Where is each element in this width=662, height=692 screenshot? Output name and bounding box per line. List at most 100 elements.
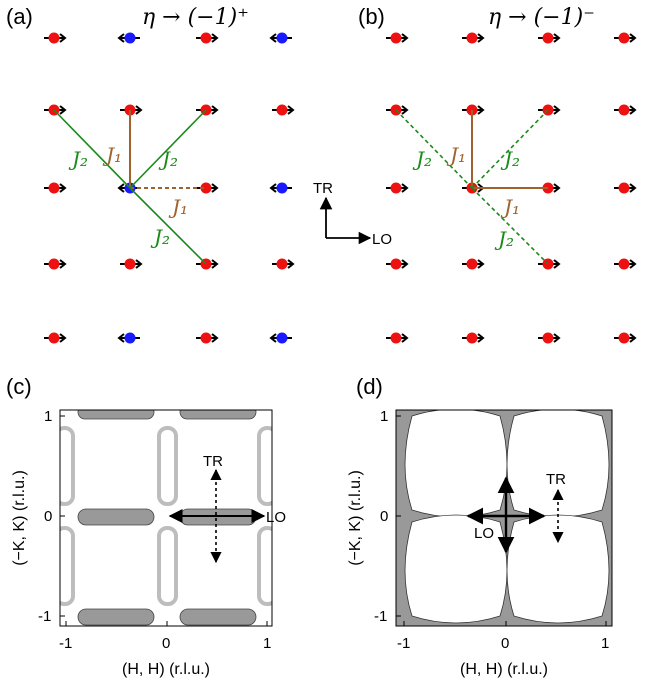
spin-site-b-0-1 <box>462 32 485 44</box>
lo-label-c: LO <box>266 509 286 526</box>
j2-label-a-1: J₂ <box>68 147 88 171</box>
j1-label-b-1: J₁ <box>446 143 466 167</box>
spin-site-b-2-3 <box>614 182 637 194</box>
spin-site-a-0-0 <box>44 32 67 44</box>
j1-label-a-2: J₁ <box>168 195 188 219</box>
lobe-d-2 <box>506 410 610 518</box>
plot-d-content <box>396 410 612 626</box>
d-xtick-neg1: -1 <box>397 635 410 652</box>
spin-site-a-0-3 <box>269 32 292 44</box>
d-ytick-neg1: -1 <box>374 608 387 625</box>
ring-c-2 <box>60 526 75 606</box>
spin-site-a-1-2 <box>196 104 219 116</box>
spin-site-b-3-1 <box>462 258 485 270</box>
spin-site-a-3-2 <box>196 258 219 270</box>
panel-a-label: (a) <box>6 4 33 29</box>
spin-site-a-2-2 <box>196 182 219 194</box>
ring-c-6 <box>257 526 272 606</box>
spin-site-a-4-3 <box>269 332 292 344</box>
c-ytick-0: 0 <box>44 508 52 525</box>
lobe-d-4 <box>506 514 610 624</box>
spin-site-b-0-3 <box>614 32 637 44</box>
ring-c-5 <box>257 426 272 506</box>
d-ytick-0: 0 <box>380 508 388 525</box>
j2-label-a-2: J₂ <box>158 147 178 171</box>
spin-site-b-0-2 <box>538 32 561 44</box>
spin-site-a-0-1 <box>117 32 140 44</box>
spin-site-b-1-3 <box>614 104 637 116</box>
tr-label: TR <box>313 180 333 197</box>
tr-label-c: TR <box>203 453 223 470</box>
c-ytick-neg1: -1 <box>38 608 51 625</box>
spin-site-a-3-0 <box>44 258 67 270</box>
spin-site-a-4-0 <box>44 332 67 344</box>
ring-c-3 <box>157 426 178 506</box>
spin-site-b-0-0 <box>386 32 409 44</box>
spin-site-a-3-1 <box>120 258 143 270</box>
plot-d-frame <box>395 409 613 627</box>
panel-d-label: (d) <box>356 374 383 399</box>
spin-site-b-4-2 <box>538 332 561 344</box>
j2-bond-a-2 <box>129 109 207 189</box>
spin-site-b-4-3 <box>614 332 637 344</box>
spin-site-b-4-1 <box>462 332 485 344</box>
plot-c: TR LO -1 0 1 1 0 -1 (H, H) (r.l.u.) (−K,… <box>11 408 286 678</box>
d-xtick-1: 1 <box>601 635 609 652</box>
lobe-d-1 <box>404 410 508 518</box>
j2-label-b-2: J₂ <box>500 147 520 171</box>
spin-site-a-4-2 <box>196 332 219 344</box>
d-xtick-0: 0 <box>501 635 509 652</box>
panel-b-title: η → (−1)⁻ <box>488 5 595 30</box>
d-xlabel: (H, H) (r.l.u.) <box>460 661 548 678</box>
lo-label-d: LO <box>474 525 494 542</box>
spin-site-b-3-2 <box>538 258 561 270</box>
pocket-c-3 <box>77 508 155 526</box>
plot-d: TR LO -1 0 1 1 0 -1 (H, H) (r.l.u.) (−K,… <box>347 408 613 678</box>
spin-site-a-0-2 <box>196 32 219 44</box>
pocket-c-1 <box>77 410 155 420</box>
bonds-b <box>395 109 549 265</box>
spin-site-a-1-3 <box>272 104 295 116</box>
j2-bond-b-3 <box>471 187 549 265</box>
tr-label-d: TR <box>546 471 566 488</box>
panel-c-label: (c) <box>6 374 32 399</box>
plot-c-frame <box>59 409 273 627</box>
c-ytick-1: 1 <box>44 408 52 425</box>
spin-site-b-2-0 <box>386 182 409 194</box>
ring-c-1 <box>60 426 75 506</box>
j1-label-a-1: J₁ <box>102 143 122 167</box>
lattice-a <box>44 32 295 344</box>
spin-site-b-3-3 <box>614 258 637 270</box>
lattice-b <box>386 32 637 344</box>
panel-a-title: η → (−1)⁺ <box>142 5 249 30</box>
spin-site-b-4-0 <box>386 332 409 344</box>
ring-c-4 <box>157 526 178 606</box>
panel-b-label: (b) <box>358 4 385 29</box>
j2-label-b-3: J₂ <box>494 227 514 251</box>
j2-label-b-1: J₂ <box>412 147 432 171</box>
c-ylabel: (−K, K) (r.l.u.) <box>11 470 28 566</box>
lo-label: LO <box>372 231 392 248</box>
j2-label-a-3: J₂ <box>150 225 170 249</box>
c-xtick-neg1: -1 <box>59 635 72 652</box>
j1-label-b-2: J₁ <box>500 195 520 219</box>
pocket-c-6 <box>179 608 257 626</box>
d-ytick-1: 1 <box>380 408 388 425</box>
spin-site-b-1-2 <box>538 104 561 116</box>
pocket-c-2 <box>179 410 257 420</box>
spin-site-a-2-3 <box>269 182 292 194</box>
spin-site-a-2-0 <box>44 182 67 194</box>
c-xtick-1: 1 <box>263 635 271 652</box>
spin-site-a-3-3 <box>272 258 295 270</box>
bonds-a <box>53 109 207 265</box>
j2-bond-a-3 <box>129 187 207 265</box>
spin-site-a-4-1 <box>117 332 140 344</box>
j2-bond-a-1 <box>53 109 131 189</box>
c-xtick-0: 0 <box>162 635 170 652</box>
pocket-c-5 <box>77 608 155 626</box>
d-ylabel: (−K, K) (r.l.u.) <box>347 470 364 566</box>
spin-site-b-3-0 <box>386 258 409 270</box>
c-xlabel: (H, H) (r.l.u.) <box>122 661 210 678</box>
direction-legend: TR LO <box>313 180 392 248</box>
